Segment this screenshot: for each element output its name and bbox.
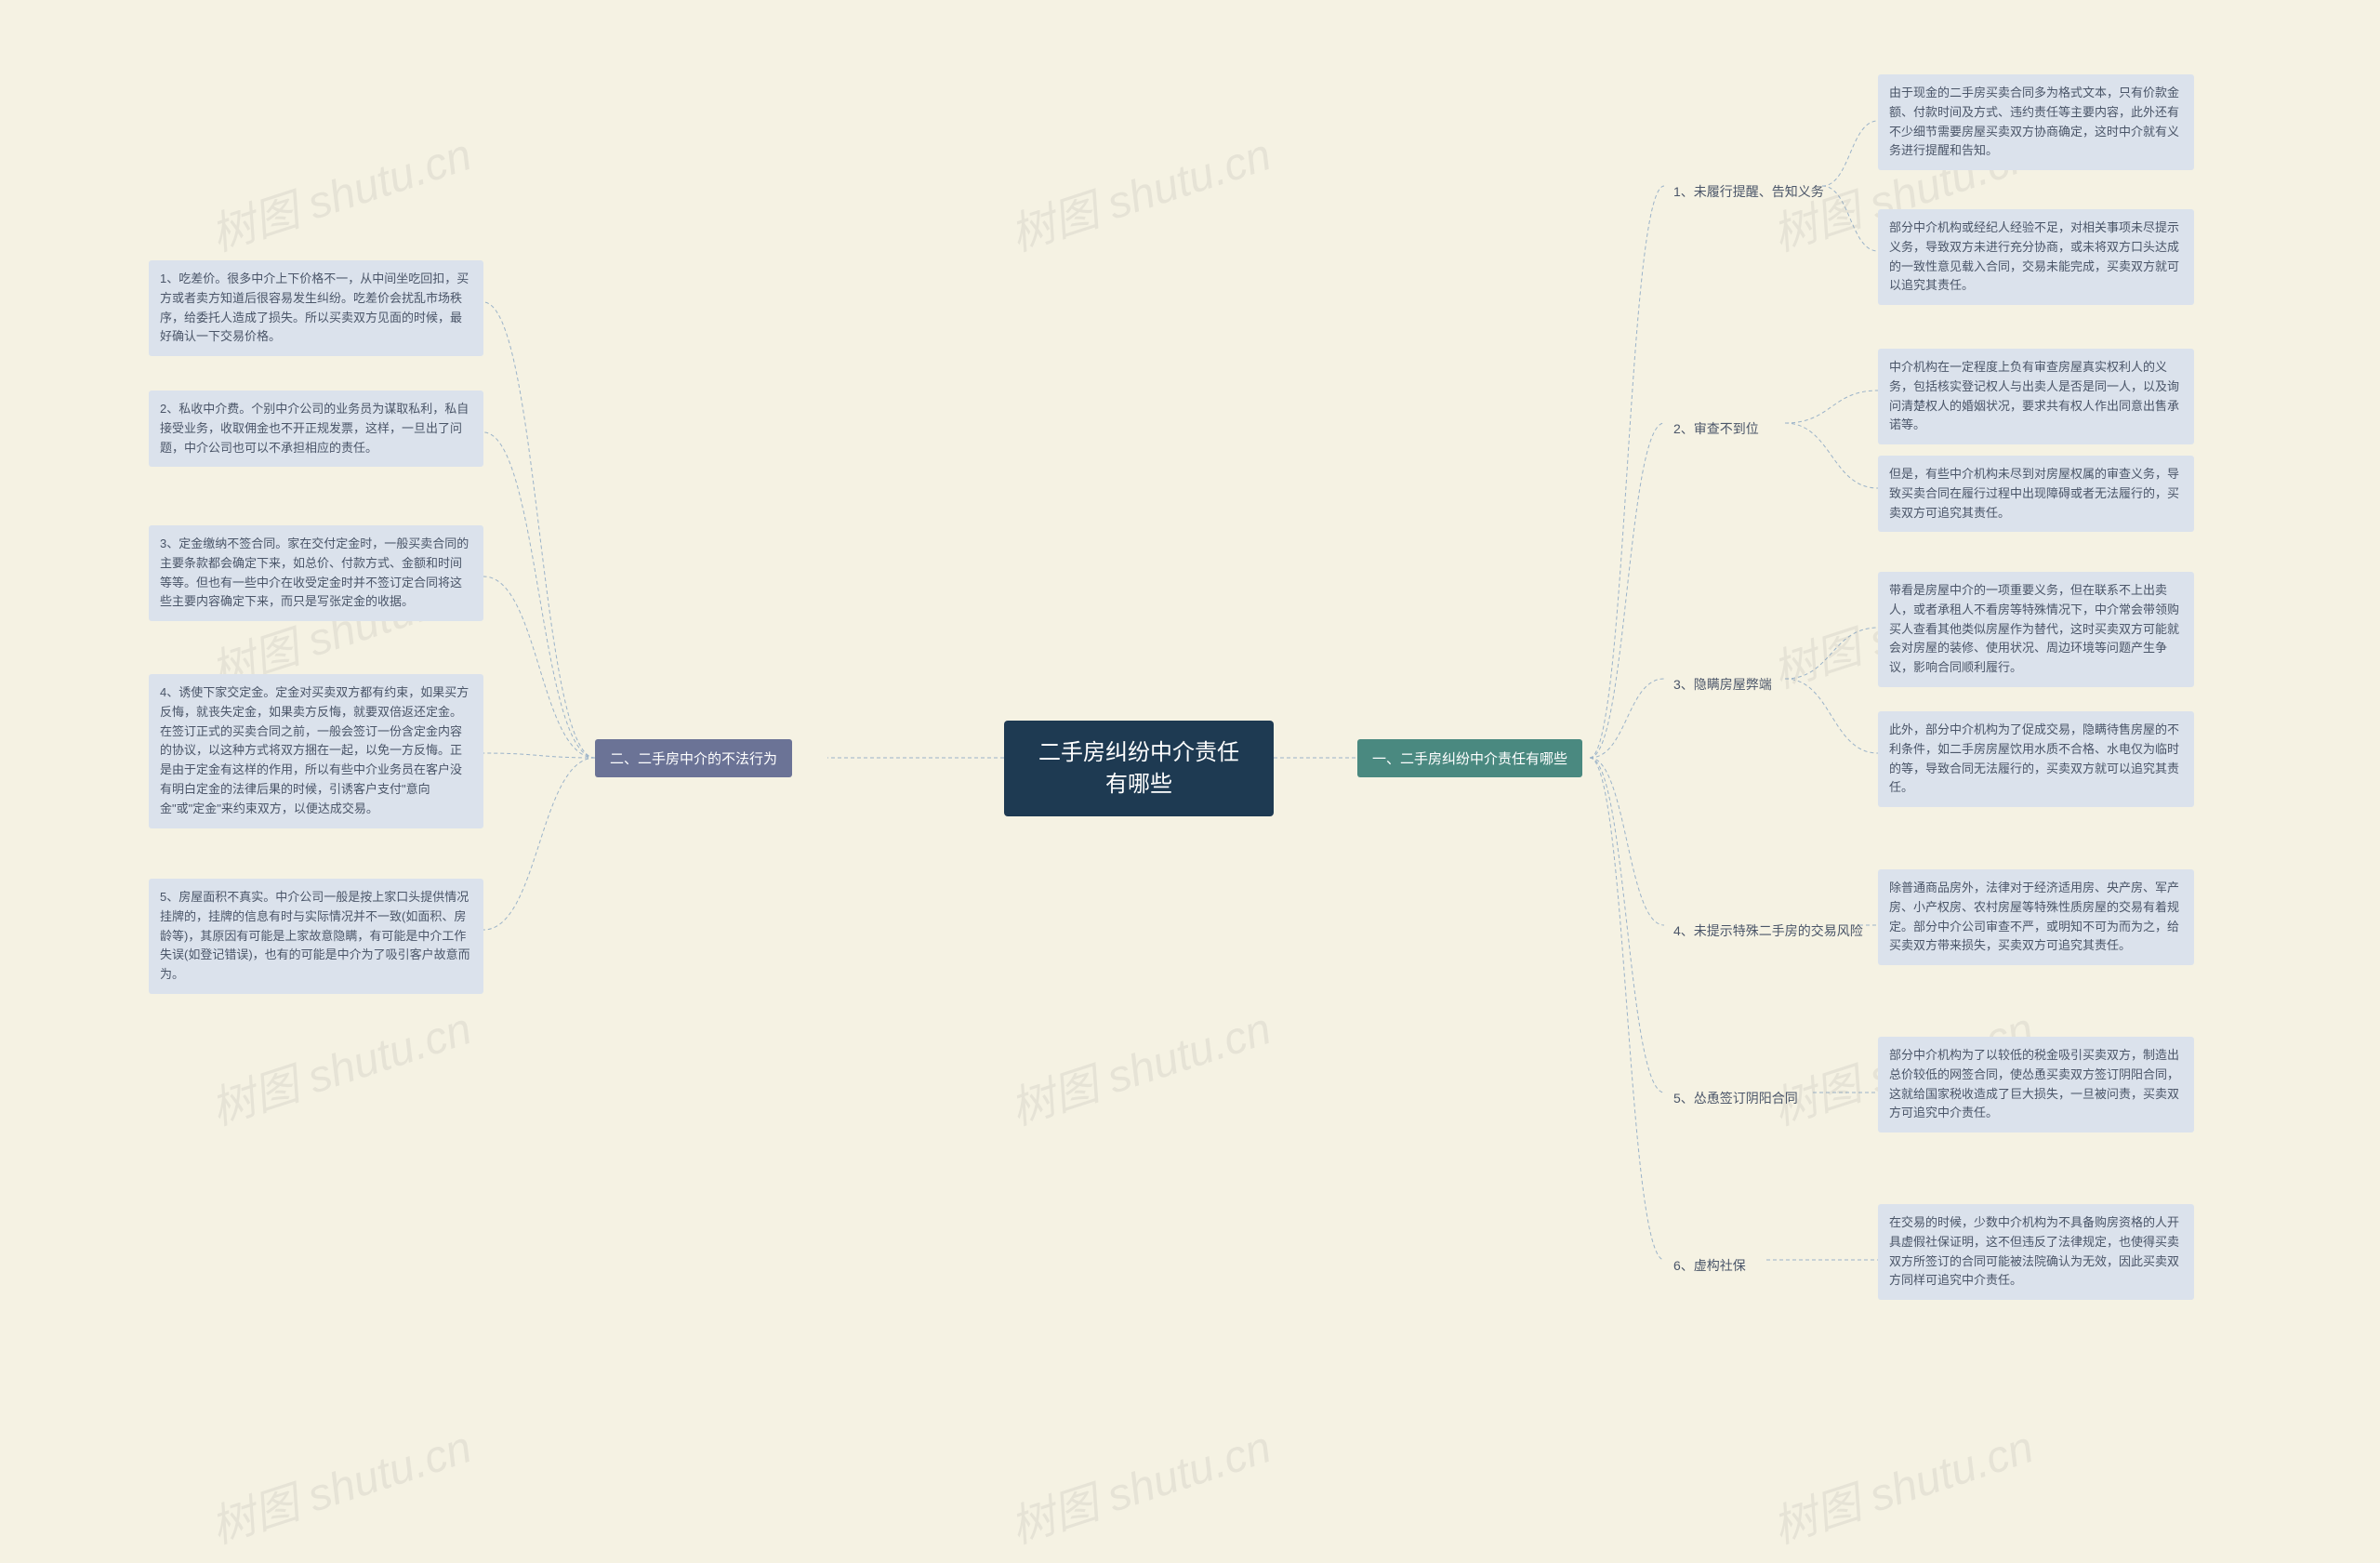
left-leaf-4: 4、诱使下家交定金。定金对买卖双方都有约束，如果买方反悔，就丧失定金，如果卖方反… — [149, 674, 483, 828]
right-sub-5: 5、怂恿签订阴阳合同 — [1664, 1083, 1807, 1113]
right-leaf-1-1: 由于现金的二手房买卖合同多为格式文本，只有价款金额、付款时间及方式、违约责任等主… — [1878, 74, 2194, 170]
branch-right-label: 一、二手房纠纷中介责任有哪些 — [1372, 751, 1567, 767]
center-node: 二手房纠纷中介责任有哪些 — [1004, 721, 1274, 816]
right-sub-1: 1、未履行提醒、告知义务 — [1664, 177, 1833, 206]
watermark: 树图 shutu.cn — [1000, 1411, 1277, 1556]
right-leaf-2-2: 但是，有些中介机构未尽到对房屋权属的审查义务，导致买卖合同在履行过程中出现障碍或… — [1878, 456, 2194, 532]
right-leaf-3-2: 此外，部分中介机构为了促成交易，隐瞒待售房屋的不利条件，如二手房房屋饮用水质不合… — [1878, 711, 2194, 807]
left-leaf-2: 2、私收中介费。个别中介公司的业务员为谋取私利，私自接受业务，收取佣金也不开正规… — [149, 391, 483, 467]
right-leaf-4-1: 除普通商品房外，法律对于经济适用房、央产房、军产房、小产权房、农村房屋等特殊性质… — [1878, 869, 2194, 965]
right-sub-6: 6、虚构社保 — [1664, 1251, 1755, 1280]
right-leaf-6-1: 在交易的时候，少数中介机构为不具备购房资格的人开具虚假社保证明，这不但违反了法律… — [1878, 1204, 2194, 1300]
left-leaf-5: 5、房屋面积不真实。中介公司一般是按上家口头提供情况挂牌的，挂牌的信息有时与实际… — [149, 879, 483, 994]
right-sub-2: 2、审查不到位 — [1664, 414, 1768, 444]
right-sub-4: 4、未提示特殊二手房的交易风险 — [1664, 916, 1872, 946]
watermark: 树图 shutu.cn — [201, 992, 478, 1137]
right-leaf-1-2: 部分中介机构或经纪人经验不足，对相关事项未尽提示义务，导致双方未进行充分协商，或… — [1878, 209, 2194, 305]
right-leaf-3-1: 带看是房屋中介的一项重要义务，但在联系不上出卖人，或者承租人不看房等特殊情况下，… — [1878, 572, 2194, 687]
watermark: 树图 shutu.cn — [1763, 1411, 2040, 1556]
left-leaf-3: 3、定金缴纳不签合同。家在交付定金时，一般买卖合同的主要条款都会确定下来，如总价… — [149, 525, 483, 621]
right-leaf-5-1: 部分中介机构为了以较低的税金吸引买卖双方，制造出总价较低的网签合同，使怂恿买卖双… — [1878, 1037, 2194, 1133]
branch-left-label: 二、二手房中介的不法行为 — [610, 751, 777, 767]
watermark: 树图 shutu.cn — [1000, 992, 1277, 1137]
right-sub-3: 3、隐瞒房屋弊端 — [1664, 669, 1781, 699]
watermark: 树图 shutu.cn — [201, 1411, 478, 1556]
branch-right: 一、二手房纠纷中介责任有哪些 — [1357, 739, 1582, 777]
branch-left: 二、二手房中介的不法行为 — [595, 739, 792, 777]
right-leaf-2-1: 中介机构在一定程度上负有审查房屋真实权利人的义务，包括核实登记权人与出卖人是否是… — [1878, 349, 2194, 444]
center-title: 二手房纠纷中介责任有哪些 — [1038, 740, 1239, 797]
watermark: 树图 shutu.cn — [201, 118, 478, 263]
watermark: 树图 shutu.cn — [1000, 118, 1277, 263]
left-leaf-1: 1、吃差价。很多中介上下价格不一，从中间坐吃回扣，买方或者卖方知道后很容易发生纠… — [149, 260, 483, 356]
